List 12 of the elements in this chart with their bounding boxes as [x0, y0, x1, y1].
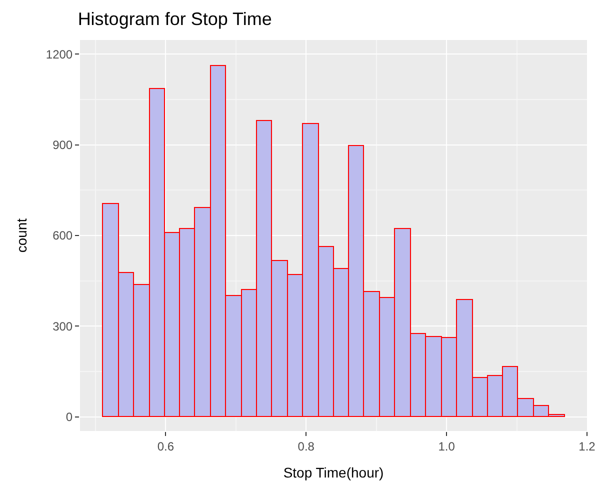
x-tick-label: 0.8 — [298, 439, 315, 454]
y-axis-title: count — [13, 218, 30, 253]
chart-title: Histogram for Stop Time — [78, 8, 272, 29]
x-axis-title: Stop Time(hour) — [283, 464, 384, 481]
y-tick-label: 0 — [66, 410, 73, 424]
y-tick-label: 600 — [52, 228, 73, 243]
x-tick-label: 0.6 — [157, 439, 174, 454]
y-tick-label: 900 — [52, 138, 73, 152]
x-tick-label: 1.0 — [438, 439, 456, 454]
y-tick-label: 300 — [52, 319, 73, 334]
x-tick-label: 1.2 — [578, 439, 596, 454]
y-tick-label: 1200 — [46, 47, 73, 62]
